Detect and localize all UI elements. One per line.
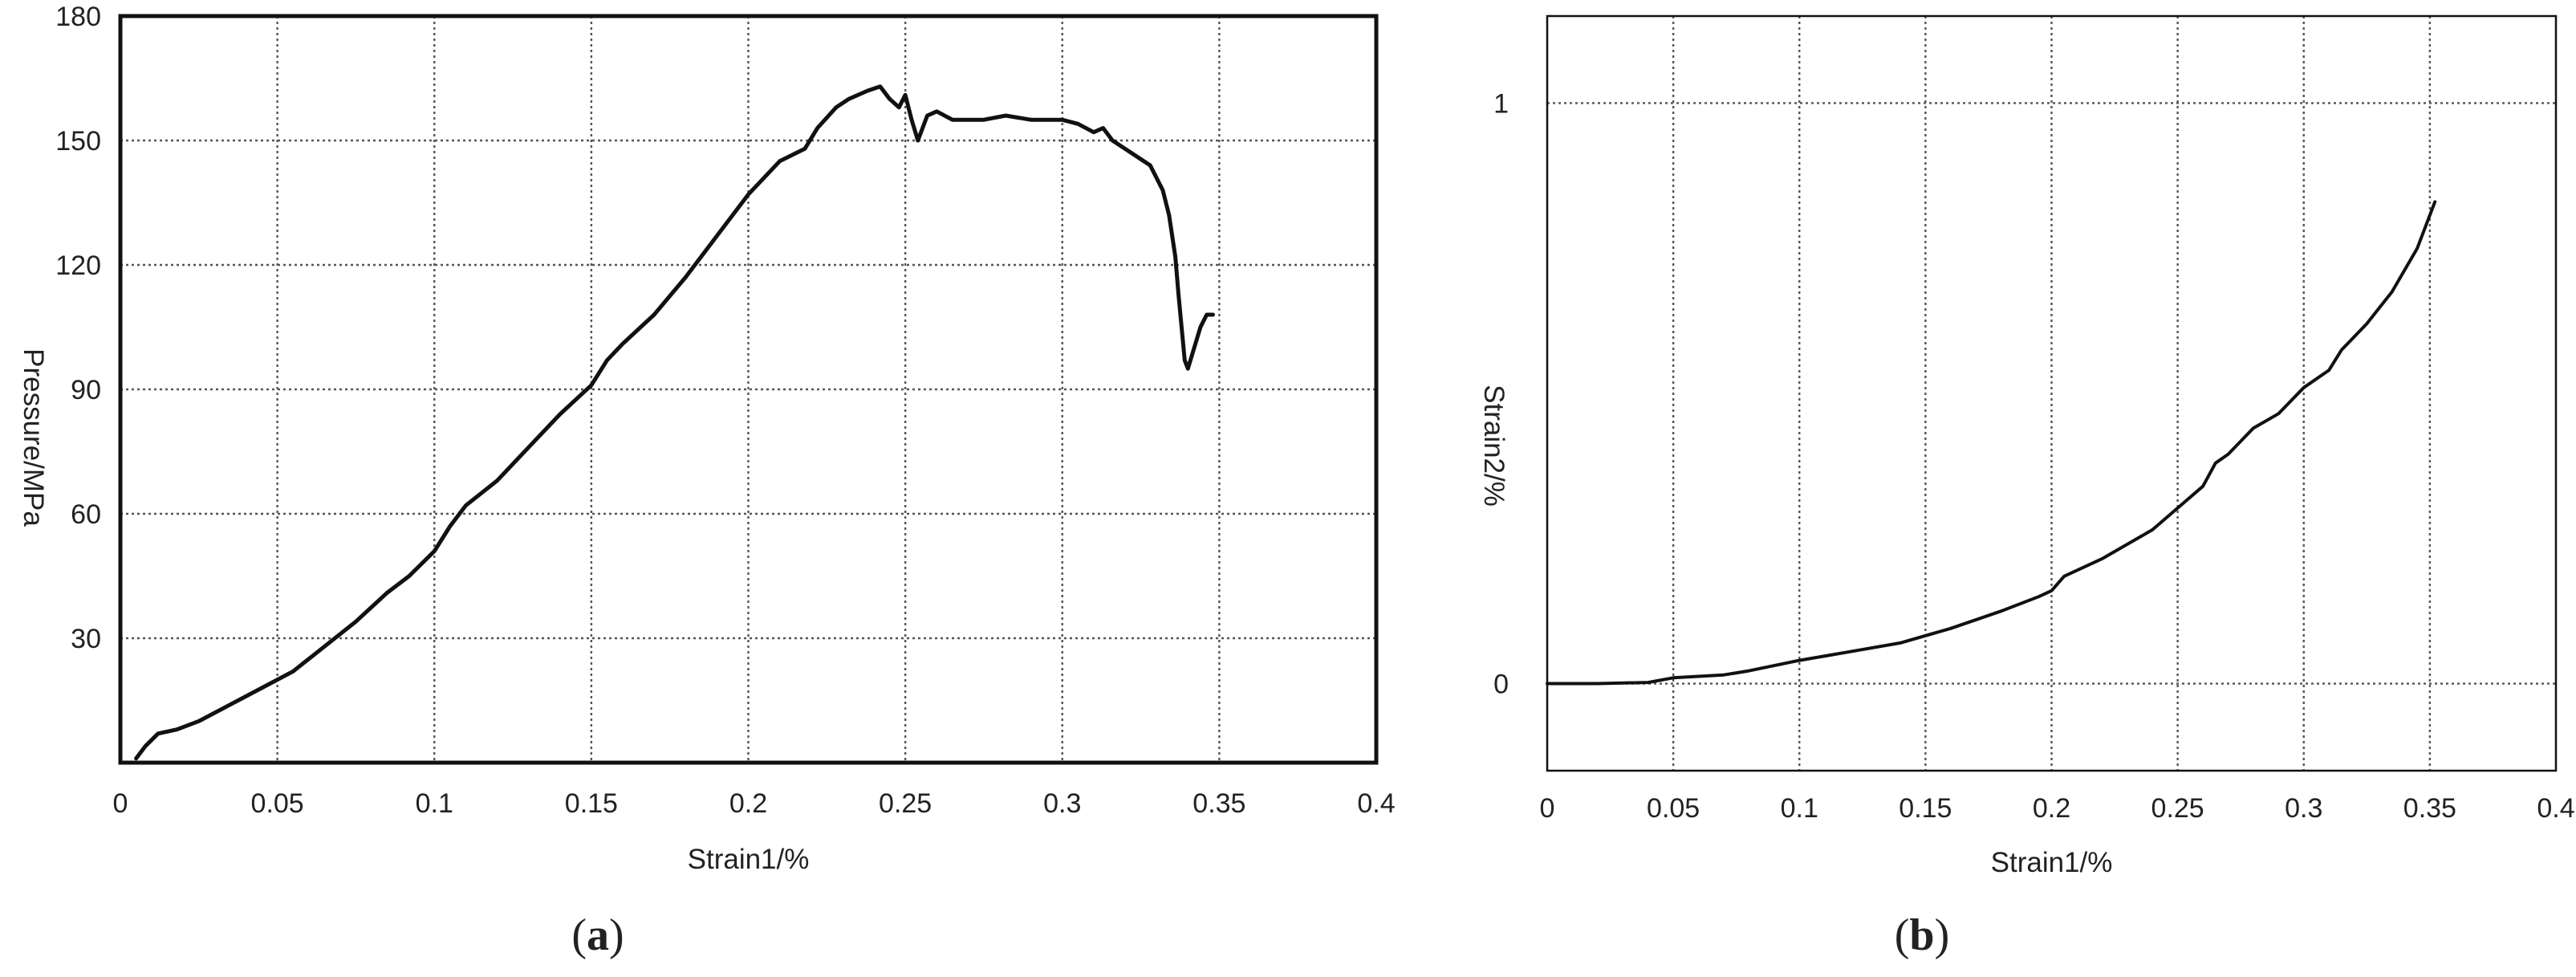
y-tick-label: 120 — [55, 250, 101, 281]
y-axis-title: Pressure/MPa — [18, 348, 49, 527]
plot-frame — [118, 14, 1379, 765]
x-tick-label: 0 — [1540, 793, 1555, 824]
y-axis-title: Strain2/% — [1478, 385, 1509, 507]
x-tick-label: 0.25 — [2151, 793, 2204, 824]
panel-label: (a) — [571, 910, 624, 960]
plot-frame — [1546, 14, 2558, 772]
x-tick-label: 0.15 — [1899, 793, 1952, 824]
y-tick-label: 60 — [71, 499, 101, 530]
x-tick-label: 0.4 — [2537, 793, 2574, 824]
x-tick-label: 0.05 — [1647, 793, 1700, 824]
x-tick-label: 0.1 — [1781, 793, 1818, 824]
x-tick-label: 0.35 — [1193, 788, 1245, 819]
x-tick-label: 0.05 — [251, 788, 304, 819]
grid-layer — [120, 16, 1376, 763]
panel-b: 0 0.05 0.1 0.15 0.2 0.25 0.3 0.35 0.4 01 Strain1… — [1478, 14, 2575, 960]
x-tick-label: 0.3 — [1043, 788, 1081, 819]
series-line — [1546, 200, 2437, 686]
y-tick-labels: 30 60 90 120 150 180 — [55, 2, 101, 654]
x-axis-title: Strain1/% — [688, 844, 810, 875]
y-tick-label: 180 — [55, 2, 101, 32]
x-tick-label: 0.1 — [416, 788, 453, 819]
y-tick-label: 1 — [1493, 88, 1509, 119]
grid-layer — [1547, 16, 2556, 771]
x-tick-label: 0.25 — [879, 788, 932, 819]
series-line — [134, 84, 1215, 761]
x-tick-label: 0 — [113, 788, 128, 819]
panel-label-letter: a — [587, 910, 609, 960]
panel-label: (b) — [1895, 910, 1949, 960]
x-tick-label: 0.2 — [729, 788, 767, 819]
x-tick-label: 0.2 — [2033, 793, 2070, 824]
x-tick-labels: 0 0.05 0.1 0.15 0.2 0.25 0.3 0.35 0.4 — [113, 788, 1396, 819]
panel-a: 0 0.05 0.1 0.15 0.2 0.25 0.3 0.35 0.4 30 60 90 120 1… — [18, 2, 1396, 960]
x-axis-title: Strain1/% — [1991, 847, 2113, 878]
y-tick-labels: 01 — [1493, 88, 1509, 699]
y-tick-label: 0 — [1493, 670, 1509, 700]
panel-label-letter: b — [1909, 910, 1934, 960]
marks-layer — [134, 84, 1215, 761]
y-tick-label: 150 — [55, 126, 101, 157]
x-tick-label: 0.4 — [1357, 788, 1395, 819]
x-tick-label: 0.3 — [2285, 793, 2322, 824]
x-tick-labels: 0 0.05 0.1 0.15 0.2 0.25 0.3 0.35 0.4 — [1540, 793, 2575, 824]
marks-layer — [1546, 200, 2437, 686]
x-tick-label: 0.15 — [565, 788, 618, 819]
y-tick-label: 30 — [71, 624, 101, 654]
y-tick-label: 90 — [71, 375, 101, 405]
x-tick-label: 0.35 — [2403, 793, 2456, 824]
